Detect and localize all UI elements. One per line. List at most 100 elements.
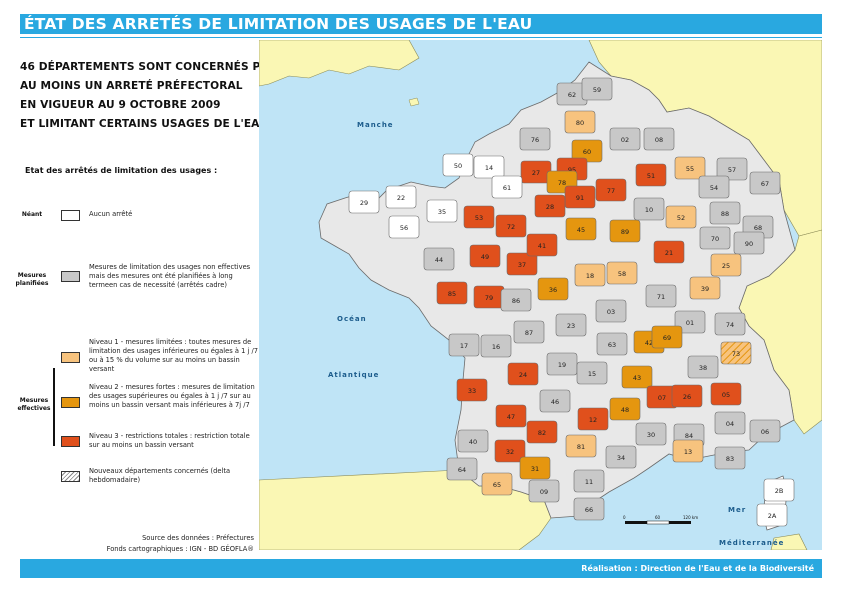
department-63: 63 [596,332,628,356]
department-shape [348,190,380,214]
department-shape [519,127,551,151]
sea-label-ocean: Océan [337,315,367,323]
department-shape [491,175,523,199]
department-48: 48 [609,397,641,421]
department-12: 12 [577,407,609,431]
legend-swatch-niveau1 [61,352,80,363]
department-label: 67 [761,180,769,188]
title-bar: ÉTAT DES ARRETÉS DE LIMITATION DES USAGE… [20,14,822,34]
department-label: 15 [588,370,596,378]
department-64: 64 [446,457,478,481]
legend-text-niveau3: Niveau 3 - restrictions totales : restri… [89,432,250,449]
department-label: 58 [618,270,626,278]
department-33: 33 [456,378,488,402]
department-90: 90 [733,231,765,255]
department-shape [573,469,605,493]
department-shape [749,419,781,443]
department-label: 74 [726,321,734,329]
legend-swatch-aucun [61,210,80,221]
department-82: 82 [526,420,558,444]
department-shape [388,215,420,239]
department-shape [635,422,667,446]
legend-text-nouveaux: Nouveaux départements concernés (delta h… [89,467,231,484]
department-shape [621,365,653,389]
department-shape [756,503,788,527]
department-label: 28 [546,203,554,211]
legend-swatch-nouveaux [61,471,80,482]
department-25: 25 [710,253,742,277]
department-shape [609,397,641,421]
department-label: 21 [665,249,673,257]
source-line-2: Fonds cartographiques : IGN - BD GÉOFLA® [106,545,254,553]
department-label: 54 [710,184,718,192]
department-51: 51 [635,163,667,187]
department-shape [519,456,551,480]
department-label: 89 [621,228,629,236]
department-46: 46 [539,389,571,413]
footer-credit: Réalisation : Direction de l'Eau et de l… [581,564,814,573]
department-24: 24 [507,362,539,386]
data-source: Source des données : Préfectures Fonds c… [107,533,254,555]
department-shape [495,404,527,428]
sea-label-mediterranee: Méditerranée [719,539,784,547]
department-2B: 2B [763,478,795,502]
land-sardinia [770,533,808,550]
department-43: 43 [621,365,653,389]
department-73: 73 [720,341,752,365]
land-great-britain [259,40,420,87]
department-91: 91 [564,185,596,209]
department-label: 64 [458,466,466,474]
department-32: 32 [494,439,526,463]
department-label: 90 [745,240,753,248]
department-16: 16 [480,334,512,358]
department-shape [539,389,571,413]
department-07: 07 [646,385,678,409]
scale-label-start: 0 [623,515,626,520]
department-13: 13 [672,439,704,463]
department-58: 58 [606,261,638,285]
department-label: 37 [518,261,526,269]
department-30: 30 [635,422,667,446]
department-89: 89 [609,219,641,243]
department-label: 53 [475,214,483,222]
department-shape [573,497,605,521]
department-04: 04 [714,411,746,435]
department-26: 26 [671,384,703,408]
legend-text-niveau2: Niveau 2 - mesures fortes : mesures de l… [89,383,255,409]
department-70: 70 [699,226,731,250]
department-label: 2B [775,487,784,495]
sea-label-atlantique: Atlantique [328,371,379,379]
department-label: 17 [460,342,468,350]
department-label: 05 [722,391,730,399]
department-57: 57 [716,157,748,181]
department-label: 56 [400,224,408,232]
department-shape [596,332,628,356]
department-10: 10 [633,197,665,221]
department-label: 26 [683,393,691,401]
legend-swatch-niveau3 [61,436,80,447]
department-shape [534,194,566,218]
department-label: 33 [468,387,476,395]
department-label: 91 [576,194,584,202]
department-label: 80 [576,119,584,127]
department-01: 01 [674,310,706,334]
department-79: 79 [473,285,505,309]
department-86: 86 [500,288,532,312]
department-shape [699,226,731,250]
department-shape [749,171,781,195]
page-title: ÉTAT DES ARRETÉS DE LIMITATION DES USAGE… [24,15,533,33]
department-shape [577,407,609,431]
scale-label-end: 120 km [683,515,698,520]
department-label: 42 [645,339,653,347]
department-shape [507,362,539,386]
department-shape [442,153,474,177]
department-83: 83 [714,446,746,470]
department-shape [605,445,637,469]
department-19: 19 [546,352,578,376]
department-shape [595,178,627,202]
department-label: 86 [512,297,520,305]
department-37: 37 [506,252,538,276]
department-label: 09 [540,488,548,496]
legend-effective-brace [53,368,55,446]
